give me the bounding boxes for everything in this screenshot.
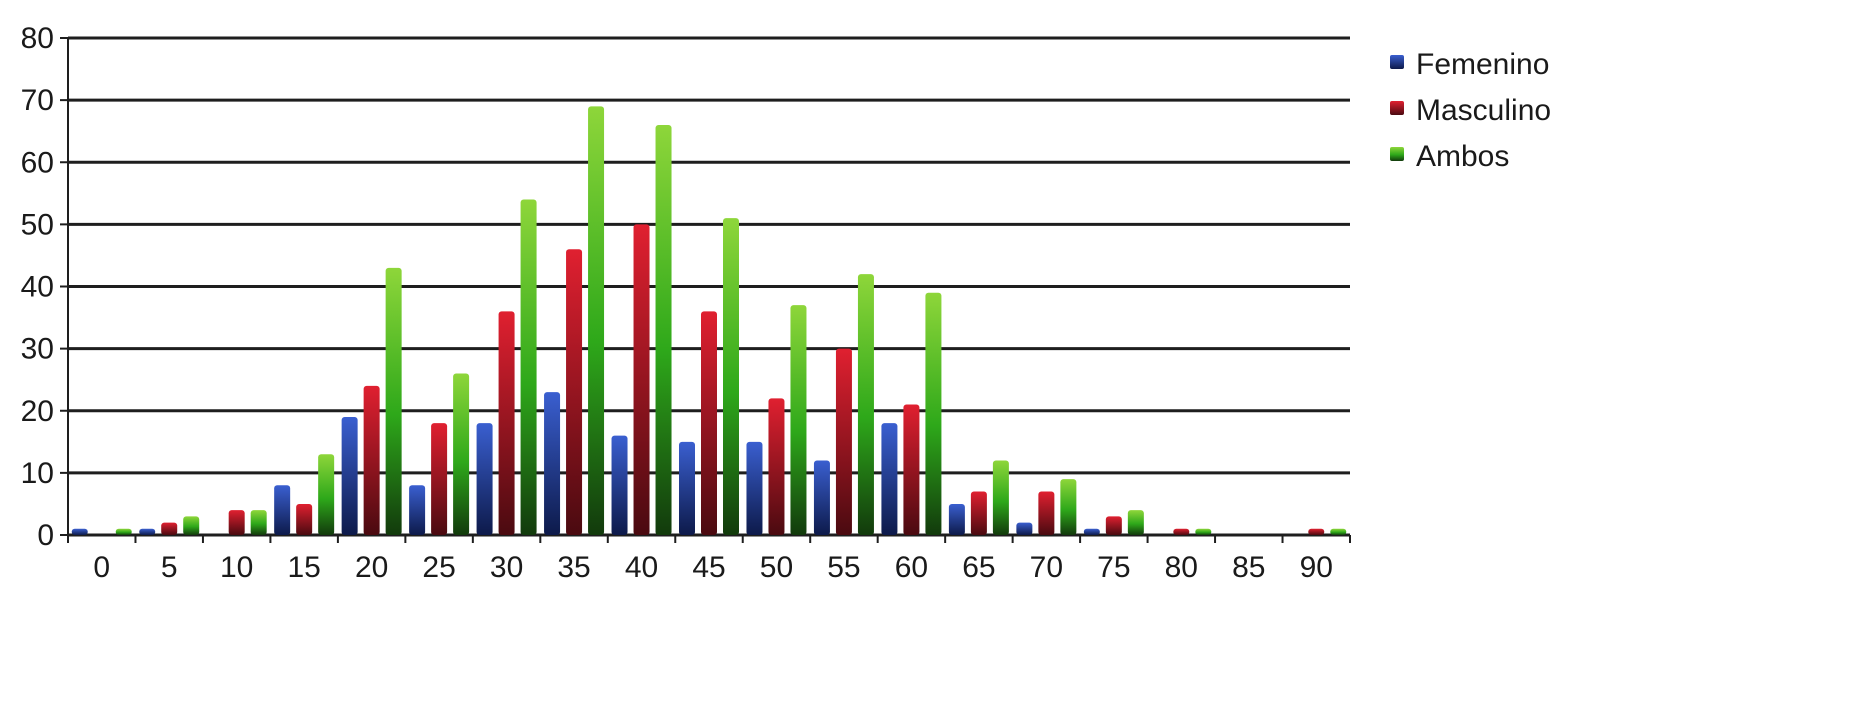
- gridlines: [68, 36, 1350, 537]
- y-tick-label: 70: [21, 84, 54, 117]
- bar-ambos-40: [655, 124, 672, 535]
- bar-masculino-25: [431, 423, 448, 535]
- y-tick-label: 40: [21, 271, 54, 304]
- x-tick-label: 25: [422, 551, 455, 584]
- bar-femenino-15: [274, 485, 291, 535]
- bar-ambos-5: [183, 516, 200, 535]
- x-tick-label: 65: [962, 551, 995, 584]
- x-tick-label: 55: [827, 551, 860, 584]
- x-tick-label: 10: [220, 551, 253, 584]
- bar-masculino-70: [1038, 491, 1055, 535]
- axes: [60, 37, 1351, 543]
- bar-masculino-20: [363, 385, 380, 535]
- legend-label-masculino: Masculino: [1416, 94, 1551, 127]
- x-tick-label: 50: [760, 551, 793, 584]
- bar-femenino-65: [948, 503, 965, 535]
- x-tick-label: 45: [692, 551, 725, 584]
- bar-ambos-30: [520, 199, 537, 535]
- bar-femenino-20: [341, 416, 358, 535]
- bar-femenino-50: [746, 441, 763, 535]
- bar-masculino-60: [903, 404, 920, 535]
- bar-femenino-30: [476, 423, 493, 535]
- bar-masculino-75: [1105, 516, 1122, 535]
- bar-femenino-5: [139, 528, 156, 535]
- bar-ambos-70: [1060, 479, 1077, 535]
- bar-ambos-45: [723, 218, 739, 535]
- legend: Femenino Masculino Ambos: [1390, 48, 1551, 173]
- bar-masculino-15: [296, 503, 313, 535]
- y-tick-label: 80: [21, 22, 54, 55]
- y-tick-label: 20: [21, 395, 54, 428]
- bar-femenino-70: [1016, 522, 1033, 535]
- bar-femenino-60: [881, 423, 898, 535]
- bar-ambos-75: [1127, 510, 1144, 535]
- y-tick-label: 30: [21, 333, 54, 366]
- bar-masculino-30: [498, 311, 515, 535]
- legend-swatch-femenino: [1390, 55, 1404, 69]
- bar-ambos-20: [385, 267, 402, 535]
- bar-masculino-5: [161, 522, 178, 535]
- bar-ambos-90: [1330, 528, 1347, 535]
- bar-masculino-90: [1308, 528, 1325, 535]
- y-tick-label: 0: [37, 519, 54, 552]
- legend-swatch-ambos: [1390, 147, 1404, 161]
- x-tick-label: 15: [287, 551, 320, 584]
- bar-femenino-45: [679, 441, 695, 535]
- bar-ambos-65: [992, 460, 1009, 535]
- x-tick-label: 30: [490, 551, 523, 584]
- bar-ambos-25: [453, 373, 470, 535]
- x-tick-label: 35: [557, 551, 590, 584]
- bar-femenino-25: [409, 485, 426, 535]
- x-tick-label: 90: [1300, 551, 1333, 584]
- x-tick-label: 80: [1165, 551, 1198, 584]
- legend-label-femenino: Femenino: [1416, 48, 1549, 81]
- bar-masculino-50: [768, 398, 785, 535]
- bar-ambos-55: [857, 274, 874, 535]
- x-tick-label: 60: [895, 551, 928, 584]
- bar-femenino-40: [611, 435, 628, 535]
- bar-ambos-0: [115, 528, 132, 535]
- legend-label-ambos: Ambos: [1416, 140, 1509, 173]
- bar-masculino-65: [970, 491, 987, 535]
- bar-ambos-35: [588, 106, 605, 536]
- x-tick-label: 40: [625, 551, 658, 584]
- bar-masculino-10: [228, 510, 245, 535]
- bar-ambos-60: [925, 292, 942, 535]
- bar-femenino-75: [1083, 528, 1100, 535]
- bar-femenino-35: [544, 392, 561, 535]
- bar-masculino-40: [633, 224, 650, 535]
- bar-femenino-0: [71, 528, 88, 535]
- bar-masculino-80: [1173, 528, 1190, 535]
- y-tick-label: 60: [21, 146, 54, 179]
- x-tick-label: 75: [1097, 551, 1130, 584]
- x-tick-label: 0: [93, 551, 110, 584]
- x-tick-label: 70: [1030, 551, 1063, 584]
- bar-masculino-55: [835, 348, 852, 535]
- x-tick-label: 5: [161, 551, 178, 584]
- tick-labels: 0 10 20 30 40 50 60 70 80 0 5 10 15 20 25 30 35 40 45 50 55 6…: [21, 22, 1333, 584]
- bar-masculino-45: [701, 311, 717, 535]
- legend-swatch-masculino: [1390, 101, 1404, 115]
- bars: [71, 106, 1347, 536]
- y-tick-label: 10: [21, 457, 54, 490]
- bar-ambos-50: [790, 305, 807, 535]
- bar-ambos-10: [250, 510, 267, 535]
- bar-ambos-80: [1195, 528, 1212, 535]
- bar-femenino-55: [813, 460, 830, 535]
- y-tick-label: 50: [21, 208, 54, 241]
- bar-ambos-15: [318, 454, 335, 535]
- x-tick-label: 20: [355, 551, 388, 584]
- x-tick-label: 85: [1232, 551, 1265, 584]
- bar-masculino-35: [566, 249, 583, 535]
